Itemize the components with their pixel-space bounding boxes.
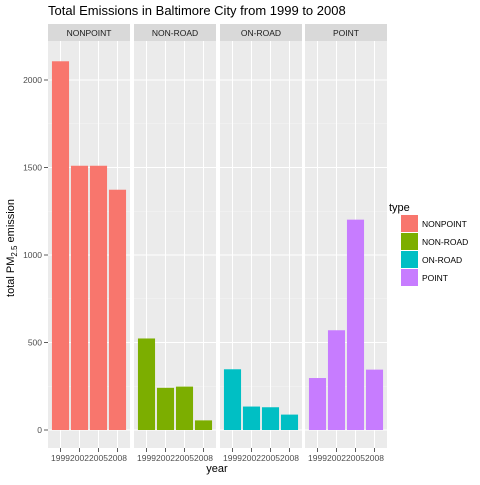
y-tick-label: 2000 [23, 75, 42, 85]
bar-point-2005 [346, 219, 365, 430]
x-tick-label: 2002 [70, 453, 89, 463]
facet-strip [48, 24, 130, 41]
facet-strip-label: ON-ROAD [241, 28, 281, 38]
facet-panel-non-road: NON-ROAD 1999 2002 2005 2008 [134, 24, 216, 463]
y-tick-label: 500 [28, 338, 42, 348]
x-tick-label: 2002 [242, 453, 261, 463]
x-tick-label: 1999 [137, 453, 156, 463]
bar-point-2008 [365, 369, 384, 430]
y-tick-label: 1500 [23, 163, 42, 173]
x-tick-label: 2005 [89, 453, 108, 463]
x-tick-label: 2005 [346, 453, 365, 463]
legend-key-nonpoint [401, 215, 418, 232]
bar-nonpoint-2002 [70, 165, 89, 430]
bar-on-road-2008 [280, 414, 299, 430]
y-tick-label: 0 [37, 425, 42, 435]
x-tick-label: 1999 [223, 453, 242, 463]
facet-panel-point: POINT 1999 2002 2005 2008 [305, 24, 387, 463]
x-tick-label: 2008 [280, 453, 299, 463]
x-tick-label: 2002 [327, 453, 346, 463]
legend-label: NONPOINT [422, 219, 467, 229]
x-axis-title: year [206, 463, 228, 475]
y-axis-title-tail: emission [5, 199, 17, 245]
x-tick-label: 2005 [175, 453, 194, 463]
legend-label: ON-ROAD [422, 255, 462, 265]
x-tick-label: 1999 [308, 453, 327, 463]
x-tick-label: 2002 [156, 453, 175, 463]
x-tick-label: 2005 [261, 453, 280, 463]
y-axis-title: total PM2.5 emission [5, 199, 19, 297]
facet-panel-nonpoint: NONPOINT 1999 2002 2005 2008 [48, 24, 130, 463]
bar-nonpoint-1999 [51, 61, 70, 431]
bar-non-road-2005 [175, 386, 194, 430]
bar-non-road-2008 [194, 420, 213, 430]
x-tick-label: 2008 [194, 453, 213, 463]
legend-key-point [401, 269, 418, 286]
legend: type NONPOINT NON-ROAD ON-ROAD POINT [389, 202, 468, 286]
facet-strip [134, 24, 216, 41]
bar-nonpoint-2005 [89, 165, 108, 430]
bar-on-road-1999 [223, 369, 242, 430]
bar-point-2002 [327, 330, 346, 430]
bar-on-road-2005 [261, 407, 280, 430]
legend-label: POINT [422, 273, 448, 283]
y-axis-title-subscript: 2.5 [10, 245, 19, 257]
legend-key-non-road [401, 233, 418, 250]
legend-label: NON-ROAD [422, 237, 468, 247]
y-axis: 0 500 1000 1500 2000 [23, 75, 48, 435]
x-tick-label: 2008 [108, 453, 127, 463]
y-tick-label: 1000 [23, 250, 42, 260]
bar-non-road-1999 [137, 338, 156, 430]
bar-point-1999 [308, 378, 327, 430]
y-axis-title-main: total PM [5, 257, 17, 297]
x-tick-label: 2008 [365, 453, 384, 463]
x-tick-label: 1999 [51, 453, 70, 463]
facet-strip [220, 24, 302, 41]
facet-strip [305, 24, 387, 41]
facet-panel-on-road: ON-ROAD 1999 2002 2005 2008 [220, 24, 302, 463]
bar-nonpoint-2008 [108, 189, 127, 430]
bar-on-road-2002 [242, 406, 261, 430]
facet-strip-label: NON-ROAD [152, 28, 198, 38]
bar-non-road-2002 [156, 387, 175, 430]
legend-title: type [389, 202, 410, 214]
chart-title: Total Emissions in Baltimore City from 1… [48, 3, 346, 18]
facet-strip-label: POINT [333, 28, 359, 38]
legend-key-on-road [401, 251, 418, 268]
facet-strip-label: NONPOINT [67, 28, 112, 38]
